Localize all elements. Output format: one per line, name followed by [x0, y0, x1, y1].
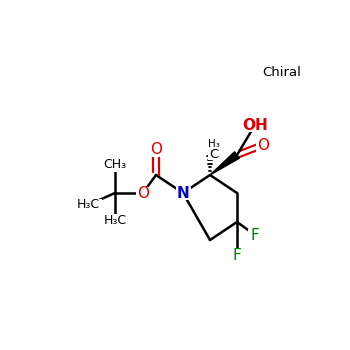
FancyBboxPatch shape — [243, 119, 267, 132]
Text: O: O — [150, 142, 162, 158]
Text: CH₃: CH₃ — [104, 159, 127, 172]
FancyBboxPatch shape — [135, 187, 150, 199]
Text: H₃: H₃ — [208, 139, 220, 149]
Polygon shape — [210, 152, 239, 175]
Text: C: C — [209, 147, 219, 161]
FancyBboxPatch shape — [208, 148, 220, 160]
FancyBboxPatch shape — [206, 139, 222, 149]
Text: F: F — [233, 247, 241, 262]
FancyBboxPatch shape — [247, 229, 262, 241]
Text: O: O — [257, 138, 269, 153]
FancyBboxPatch shape — [101, 214, 129, 226]
FancyBboxPatch shape — [102, 159, 128, 172]
FancyBboxPatch shape — [230, 248, 245, 261]
FancyBboxPatch shape — [74, 198, 102, 211]
Text: Chiral: Chiral — [262, 66, 301, 79]
Text: OH: OH — [242, 118, 268, 133]
Text: H₃C: H₃C — [104, 214, 127, 226]
Text: F: F — [251, 228, 259, 243]
FancyBboxPatch shape — [175, 187, 190, 199]
FancyBboxPatch shape — [256, 139, 271, 152]
Text: N: N — [177, 186, 189, 201]
Text: H₃C: H₃C — [76, 198, 99, 211]
Text: O: O — [137, 186, 149, 201]
FancyBboxPatch shape — [148, 144, 163, 156]
